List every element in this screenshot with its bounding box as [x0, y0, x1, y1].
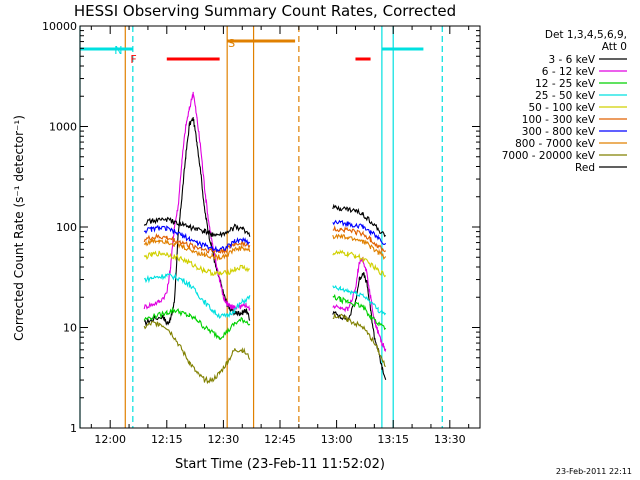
legend-label-3: 25 - 50 keV	[535, 90, 596, 102]
series-line-4-segment-1	[332, 249, 387, 278]
x-axis-label: Start Time (23-Feb-11 11:52:02)	[175, 457, 385, 472]
series-line-8-segment-1	[332, 313, 386, 367]
x-tick-label-6: 13:30	[434, 433, 466, 446]
y-tick-label-0: 1	[70, 422, 77, 435]
legend-label-7: 800 - 7000 keV	[515, 138, 596, 150]
series-line-9-segment-1	[332, 203, 387, 238]
series-line-7-segment-0	[143, 236, 251, 262]
y-tick-label-1: 10	[63, 322, 77, 335]
flag-label-s: S	[228, 37, 235, 50]
y-tick-label-2: 100	[56, 221, 77, 234]
series-line-3-segment-1	[332, 285, 387, 316]
legend-label-4: 50 - 100 keV	[528, 102, 595, 114]
legend-label-5: 100 - 300 keV	[522, 114, 596, 126]
x-tick-label-4: 13:00	[321, 433, 353, 446]
x-tick-label-2: 12:30	[208, 433, 240, 446]
legend-label-9: Red	[575, 162, 595, 174]
legend-label-6: 300 - 800 keV	[522, 126, 596, 138]
series-line-4-segment-0	[143, 250, 251, 277]
axes: 1 10 100 1000 10000 12:00 12:15 12:30 12:45 13:00…	[42, 20, 481, 446]
series-line-5-segment-1	[332, 224, 387, 253]
legend-label-0: 3 - 6 keV	[548, 54, 595, 66]
x-tick-label-3: 12:45	[264, 433, 296, 446]
flag-label-n: N	[114, 44, 122, 57]
x-tick-label-5: 13:15	[377, 433, 409, 446]
series-line-6-segment-0	[143, 225, 251, 253]
legend-label-1: 6 - 12 keV	[542, 66, 596, 78]
legend-label-2: 12 - 25 keV	[535, 78, 596, 90]
flag-label-f: F	[130, 53, 136, 66]
footer-timestamp: 23-Feb-2011 22:11	[556, 467, 632, 476]
chart-title: HESSI Observing Summary Count Rates, Cor…	[74, 2, 456, 20]
flag-annotations: NF S	[79, 26, 443, 428]
x-tick-label-1: 12:15	[151, 433, 183, 446]
legend-label-8: 7000 - 20000 keV	[502, 150, 596, 162]
series-line-8-segment-0	[143, 320, 251, 385]
plot-frame	[79, 25, 481, 429]
series-line-7-segment-1	[332, 233, 387, 260]
series-lines	[143, 91, 387, 385]
legend-header-line-1: Det 1,3,4,5,6,9,	[545, 29, 627, 41]
y-axis-label: Corrected Count Rate (s⁻¹ detector⁻¹)	[12, 115, 26, 341]
legend-header-line-2: Att 0	[602, 41, 627, 53]
series-line-1-segment-0	[143, 91, 251, 311]
series-line-5-segment-0	[143, 232, 251, 255]
y-tick-label-3: 1000	[49, 121, 77, 134]
series-line-2-segment-0	[143, 306, 251, 341]
x-tick-label-0: 12:00	[94, 433, 126, 446]
series-line-1-segment-1	[332, 256, 387, 352]
series-line-6-segment-1	[332, 219, 387, 245]
y-tick-label-4: 10000	[42, 20, 77, 33]
series-line-2-segment-1	[332, 293, 387, 331]
series-line-9-segment-0	[143, 216, 251, 238]
series-line-3-segment-0	[143, 272, 251, 319]
